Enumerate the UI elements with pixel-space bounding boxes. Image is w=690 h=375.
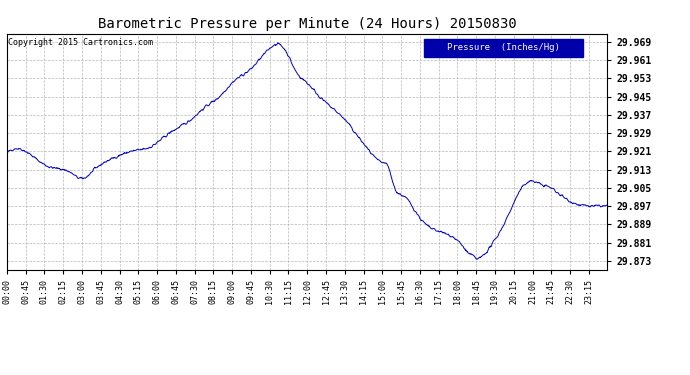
- Title: Barometric Pressure per Minute (24 Hours) 20150830: Barometric Pressure per Minute (24 Hours…: [98, 17, 516, 31]
- FancyBboxPatch shape: [424, 39, 583, 57]
- Text: Pressure  (Inches/Hg): Pressure (Inches/Hg): [447, 43, 560, 52]
- Text: Copyright 2015 Cartronics.com: Copyright 2015 Cartronics.com: [8, 39, 153, 48]
